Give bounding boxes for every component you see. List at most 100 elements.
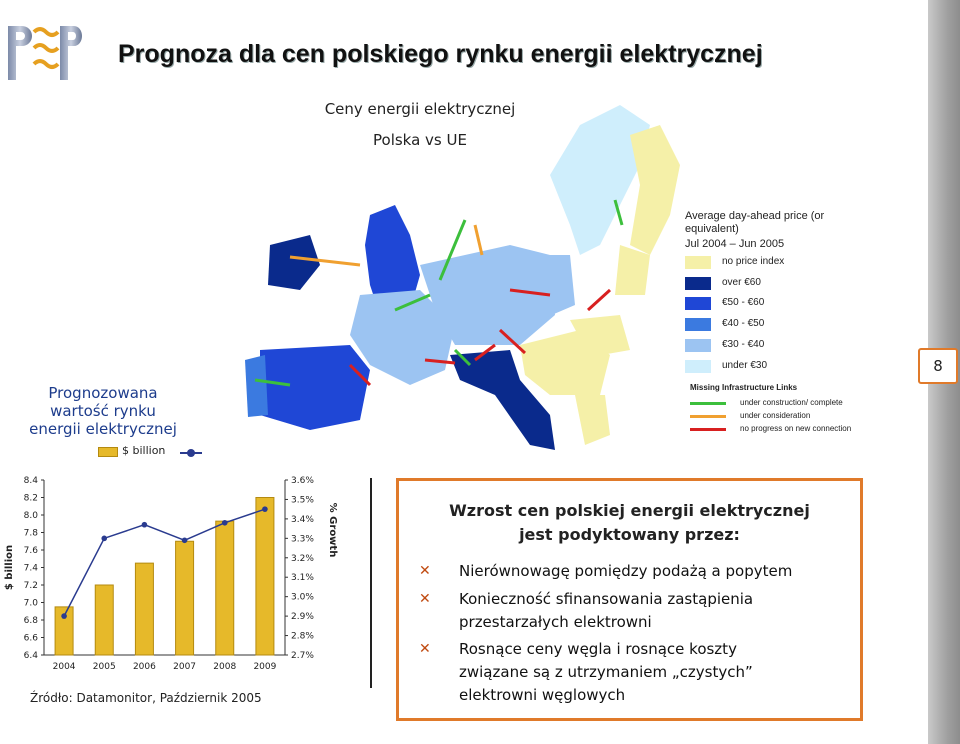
map-iberia — [260, 345, 370, 430]
map-finland — [630, 125, 680, 255]
forecast-label-line: Prognozowana — [48, 384, 158, 402]
y-tick-label: 7.8 — [24, 529, 39, 539]
y-right-tick-label: 2.9% — [291, 612, 314, 622]
bullet-icon: ✕ — [419, 591, 431, 607]
forecast-label-line: wartość rynku — [50, 402, 156, 420]
legend-label: no price index — [722, 256, 785, 267]
driver-text-line: Konieczność sfinansowania zastąpienia — [459, 590, 754, 608]
bullet-icon: ✕ — [419, 563, 431, 579]
legend-dot-swatch — [187, 449, 195, 457]
y-right-tick-label: 3.4% — [291, 515, 314, 525]
legend-label: €40 - €50 — [722, 318, 765, 329]
legend-label: over €60 — [722, 277, 761, 288]
driver-text-line: Nierównowagę pomiędzy podażą a popytem — [459, 562, 793, 580]
y-tick-label: 7.0 — [24, 599, 39, 609]
y-right-tick-label: 3.5% — [291, 495, 314, 505]
map-title-line2: Polska vs UE — [373, 131, 467, 149]
y-right-axis-label: % Growth — [327, 503, 338, 558]
legend-swatch — [685, 297, 711, 310]
bar-2008 — [215, 520, 235, 656]
driver-text-line: elektrowni węglowych — [459, 686, 626, 704]
y-tick-label: 8.4 — [24, 476, 39, 486]
growth-point-2006 — [141, 521, 148, 528]
link-line — [690, 415, 726, 418]
x-tick-label: 2008 — [213, 662, 236, 672]
y-right-tick-label: 2.8% — [291, 632, 314, 642]
links-legend-title: Missing Infrastructure Links — [690, 383, 798, 392]
map-ireland — [268, 235, 320, 290]
pep-logo — [8, 26, 82, 80]
slide-title: Prognoza dla cen polskiego rynku energii… — [118, 40, 763, 68]
legend-swatch — [685, 318, 711, 331]
growth-point-2005 — [101, 535, 108, 542]
link-label: under construction/ complete — [740, 398, 843, 407]
map-baltics — [615, 245, 650, 295]
legend-swatch — [685, 256, 711, 269]
growth-point-2008 — [221, 519, 228, 526]
y-right-tick-label: 3.1% — [291, 573, 314, 583]
driver-text-line: związane są z utrzymaniem „czystych” — [459, 663, 753, 681]
legend-label: €50 - €60 — [722, 297, 765, 308]
map-legend-period: Jul 2004 – Jun 2005 — [685, 238, 785, 250]
map-poland — [510, 255, 575, 320]
legend-swatch — [685, 360, 711, 373]
driver-text-line: przestarzałych elektrowni — [459, 613, 652, 631]
y-right-tick-label: 3.3% — [291, 534, 314, 544]
growth-point-2007 — [181, 537, 188, 544]
map-title-line1: Ceny energii elektrycznej — [324, 100, 516, 118]
market-value-chart: 6.4 6.6 6.8 7.0 7.2 7.4 7.6 7.8 8.0 8.2 8.4 2.7% 2.8… — [4, 476, 338, 672]
forecast-label-line: energii elektrycznej — [29, 420, 177, 438]
page-number: 8 — [918, 348, 958, 384]
y-axis-label: $ billion — [4, 545, 15, 590]
chart-plot-area: 6.4 6.6 6.8 7.0 7.2 7.4 7.6 7.8 8.0 8.2 8.4 2.7% 2.8… — [4, 476, 338, 672]
source-note: Źródło: Datamonitor, Październik 2005 — [30, 691, 262, 705]
legend-bar-swatch — [98, 447, 118, 457]
y-tick-label: 8.0 — [24, 511, 39, 521]
legend-swatch — [685, 277, 711, 290]
map-scandinavia — [550, 105, 650, 255]
y-tick-label: 7.2 — [24, 581, 38, 591]
y-right-tick-label: 3.6% — [291, 476, 314, 486]
link-label: no progress on new connection — [740, 424, 852, 433]
legend-series-label: $ billion — [122, 444, 166, 457]
y-tick-label: 6.8 — [24, 616, 39, 626]
map-legend-title: Average day-ahead price (or equivalent) — [685, 210, 825, 235]
bar-2007 — [175, 540, 195, 656]
y-tick-label: 7.4 — [24, 564, 39, 574]
y-tick-label: 6.4 — [24, 651, 39, 661]
y-tick-label: 6.6 — [24, 634, 39, 644]
y-tick-label: 7.6 — [24, 546, 39, 556]
drivers-title-line: jest podyktowany przez: — [519, 525, 740, 544]
y-tick-label: 8.2 — [24, 494, 38, 504]
bar-2005 — [94, 584, 114, 656]
x-tick-label: 2006 — [133, 662, 156, 672]
y-right-tick-label: 2.7% — [291, 651, 314, 661]
growth-line — [63, 508, 266, 617]
forecast-label: Prognozowana wartość rynku energii elekt… — [8, 384, 198, 438]
growth-point-2009 — [262, 506, 268, 512]
y-right-tick-label: 3.2% — [291, 554, 314, 564]
bullet-icon: ✕ — [419, 641, 431, 657]
link-label: under consideration — [740, 411, 811, 420]
legend-label: €30 - €40 — [722, 339, 765, 350]
x-tick-label: 2005 — [93, 662, 116, 672]
link-line — [690, 428, 726, 431]
drivers-box: Wzrost cen polskiej energii elektrycznej… — [396, 478, 863, 721]
divider-line — [370, 478, 372, 688]
legend-label: under €30 — [722, 360, 768, 371]
chart-legend: $ billion — [98, 444, 208, 460]
drivers-title: Wzrost cen polskiej energii elektrycznej… — [399, 499, 860, 547]
bar-2004 — [54, 606, 74, 656]
growth-point-2004 — [61, 613, 67, 619]
x-tick-label: 2009 — [253, 662, 276, 672]
drivers-title-line: Wzrost cen polskiej energii elektrycznej — [449, 501, 810, 520]
map-romania — [570, 315, 630, 357]
map-italy — [450, 350, 555, 450]
map-portugal — [245, 355, 268, 417]
bar-2006 — [134, 562, 154, 656]
bar-2009 — [255, 497, 275, 656]
x-tick-label: 2004 — [53, 662, 76, 672]
europe-price-map — [245, 105, 680, 450]
legend-swatch — [685, 339, 711, 352]
map-greece — [575, 395, 610, 445]
